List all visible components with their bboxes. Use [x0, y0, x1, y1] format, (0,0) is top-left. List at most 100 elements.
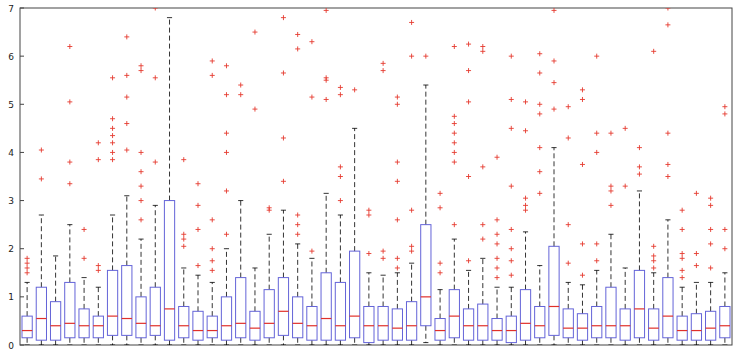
- box: [392, 309, 402, 340]
- lower-whisker: [596, 338, 597, 345]
- box-plot: [93, 140, 103, 345]
- outlier: [124, 34, 129, 39]
- outlier: [651, 253, 656, 258]
- outlier: [480, 44, 485, 49]
- y-tick: [20, 296, 24, 297]
- whisker-cap: [651, 272, 656, 273]
- whisker-cap: [324, 345, 329, 346]
- outlier: [722, 111, 727, 116]
- box: [93, 316, 103, 338]
- upper-whisker: [440, 290, 441, 319]
- outlier: [480, 164, 485, 169]
- y-tick-label: 5: [8, 100, 14, 110]
- whisker-cap: [53, 255, 58, 256]
- median: [392, 328, 402, 329]
- median: [364, 325, 374, 326]
- outlier: [537, 145, 542, 150]
- upper-whisker: [283, 210, 284, 277]
- outlier: [452, 160, 457, 165]
- outlier: [495, 232, 500, 237]
- outlier: [153, 75, 158, 80]
- outlier: [67, 99, 72, 104]
- outlier: [694, 263, 699, 268]
- lower-whisker: [482, 340, 483, 345]
- outlier: [580, 241, 585, 246]
- box-plot: [79, 227, 89, 345]
- y-tick: [20, 8, 24, 9]
- box: [22, 316, 32, 338]
- median: [706, 328, 716, 329]
- box-plot: [535, 51, 545, 345]
- upper-whisker: [169, 18, 170, 201]
- upper-whisker: [639, 191, 640, 270]
- whisker-cap: [224, 345, 229, 346]
- outlier: [680, 227, 685, 232]
- outlier: [480, 222, 485, 227]
- median: [278, 311, 288, 312]
- outlier: [509, 97, 514, 102]
- whisker-cap: [680, 345, 685, 346]
- outlier: [39, 176, 44, 181]
- outlier: [381, 249, 386, 254]
- outlier: [466, 42, 471, 47]
- box-plot: [520, 99, 530, 345]
- upper-whisker: [497, 287, 498, 318]
- outlier: [452, 131, 457, 136]
- outlier: [537, 169, 542, 174]
- whisker-cap: [181, 345, 186, 346]
- upper-whisker: [126, 196, 127, 266]
- outlier: [210, 73, 215, 78]
- outlier: [210, 268, 215, 273]
- upper-whisker: [226, 249, 227, 297]
- outlier: [594, 54, 599, 59]
- box-plot: [221, 63, 231, 345]
- whisker-cap: [523, 345, 528, 346]
- outlier: [181, 232, 186, 237]
- median: [606, 325, 616, 326]
- whisker-cap: [82, 277, 87, 278]
- box: [350, 251, 360, 338]
- box-plot: [350, 87, 360, 345]
- whisker-cap: [452, 239, 457, 240]
- lower-whisker: [454, 338, 455, 345]
- whisker-cap: [82, 345, 87, 346]
- lower-whisker: [112, 335, 113, 345]
- whisker-cap: [153, 345, 158, 346]
- whisker-cap: [352, 345, 357, 346]
- outlier: [537, 191, 542, 196]
- outlier: [252, 107, 257, 112]
- outlier: [366, 213, 371, 218]
- outlier: [25, 256, 30, 261]
- median: [378, 325, 388, 326]
- whisker-cap: [138, 345, 143, 346]
- median: [592, 325, 602, 326]
- outlier: [552, 80, 557, 85]
- outlier: [395, 102, 400, 107]
- whisker-cap: [665, 219, 670, 220]
- upper-whisker: [511, 287, 512, 316]
- outlier: [423, 54, 428, 59]
- whisker-cap: [224, 248, 229, 249]
- whisker-cap: [153, 205, 158, 206]
- median: [535, 325, 545, 326]
- whisker-cap: [25, 282, 30, 283]
- box: [577, 314, 587, 340]
- box: [250, 311, 260, 340]
- outlier: [495, 241, 500, 246]
- outlier: [110, 133, 115, 138]
- whisker-cap: [694, 345, 699, 346]
- box: [449, 290, 459, 338]
- box: [307, 306, 317, 340]
- median: [150, 325, 160, 326]
- outlier: [67, 181, 72, 186]
- outlier: [324, 8, 329, 13]
- median: [36, 318, 46, 319]
- box: [221, 297, 231, 340]
- outlier: [566, 222, 571, 227]
- box: [321, 273, 331, 340]
- outlier: [580, 87, 585, 92]
- whisker-cap: [267, 234, 272, 235]
- upper-whisker: [354, 128, 355, 251]
- outlier: [466, 258, 471, 263]
- lower-whisker: [568, 338, 569, 345]
